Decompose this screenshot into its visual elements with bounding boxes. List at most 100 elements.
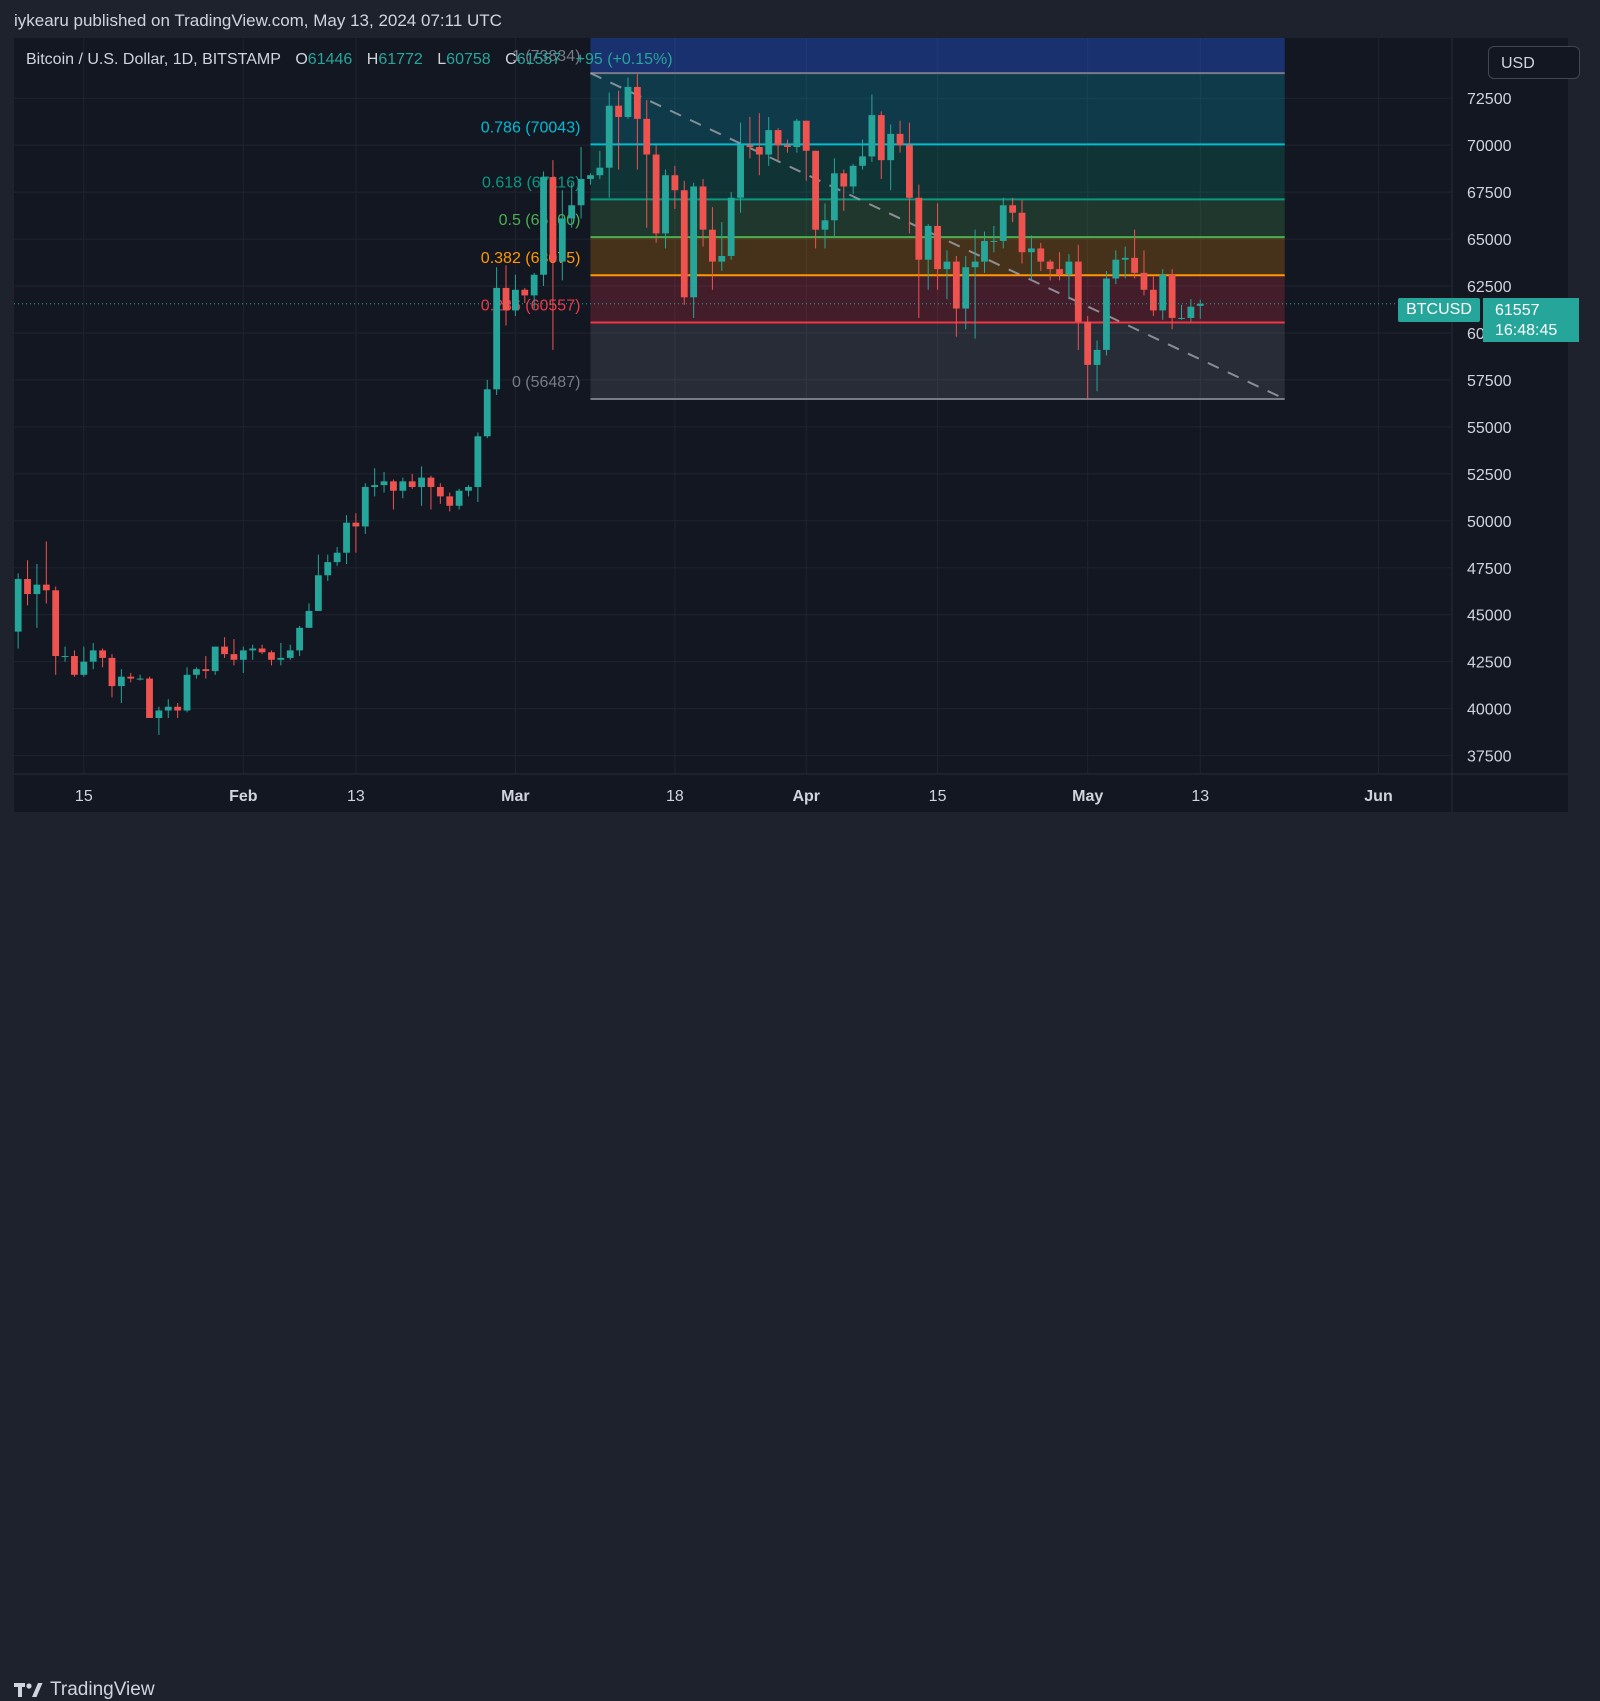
candle-body [690, 186, 698, 298]
x-tick-label: May [1072, 788, 1103, 805]
candle-body [268, 652, 275, 660]
candle-body [249, 648, 257, 651]
y-tick-label: 55000 [1467, 420, 1512, 437]
candlestick-chart[interactable]: 15 Feb 13 Mar 18 Apr 15 May 13 Jun 37500 40000 42500… [0, 0, 1600, 881]
candle-body [202, 669, 210, 672]
candle-body [446, 496, 454, 506]
candle-body [662, 175, 669, 234]
candle-body [577, 178, 585, 206]
candle-body [1065, 261, 1073, 275]
candle-body [1027, 248, 1035, 253]
tradingview-logo[interactable]: TradingView [14, 1679, 155, 1701]
candle-body [258, 648, 266, 653]
candle-body [615, 105, 622, 117]
candle-body [896, 133, 904, 146]
candle-body [211, 646, 219, 672]
candle-body [924, 225, 932, 260]
candle-body [136, 678, 144, 680]
candle-body [587, 175, 594, 179]
candle-body [709, 229, 716, 262]
candle-body [108, 657, 116, 687]
fib-level-label: 0.618 (67116) [482, 174, 580, 191]
price-axis-background [1452, 38, 1568, 812]
candle-body [915, 197, 923, 260]
candle-body [80, 661, 88, 675]
legend-low-label: L [437, 51, 447, 68]
y-tick-label: 47500 [1467, 561, 1512, 578]
candle-body [390, 481, 397, 491]
x-tick-label: 15 [929, 788, 947, 805]
x-tick-label: 13 [1191, 788, 1209, 805]
candle-body [821, 220, 829, 230]
x-tick-label: 18 [666, 788, 684, 805]
candle-body [1018, 212, 1026, 253]
fib-level-label: 0 (56487) [512, 374, 581, 391]
x-tick-label: Apr [792, 788, 820, 805]
y-tick-label: 65000 [1467, 232, 1512, 249]
time-axis-background [14, 774, 1452, 812]
candle-body [52, 590, 60, 657]
candle-body [530, 274, 538, 296]
ohlc-legend: Bitcoin / U.S. Dollar, 1D, BITSTAMP O614… [26, 51, 673, 69]
candle-body [934, 225, 941, 270]
candle-body [352, 522, 360, 527]
legend-low-value: 60758 [446, 51, 491, 68]
fib-level-label: 0.786 (70043) [481, 119, 581, 136]
candle-body [1093, 349, 1101, 365]
candle-body [117, 676, 125, 687]
candle-body [230, 654, 238, 660]
y-tick-label: 62500 [1467, 279, 1512, 296]
candle-body [277, 657, 285, 660]
candle-body [540, 177, 547, 275]
y-tick-label: 40000 [1467, 702, 1512, 719]
candle-body [680, 190, 688, 298]
fib-zone [590, 322, 1285, 399]
x-tick-label: Mar [501, 788, 529, 805]
candle-body [1159, 274, 1167, 311]
y-tick-label: 70000 [1467, 138, 1512, 155]
legend-high-value: 61772 [378, 51, 423, 68]
candle-body [408, 481, 416, 487]
candle-body [633, 86, 641, 119]
candle-body [849, 165, 857, 187]
candle-body [465, 486, 472, 491]
candle-body [1121, 257, 1129, 260]
candle-body [521, 289, 529, 296]
legend-high-label: H [366, 51, 379, 68]
candle-body [14, 579, 22, 632]
candle-body [1009, 205, 1017, 213]
candle-body [324, 562, 332, 576]
candle-body [943, 261, 951, 270]
candle-body [89, 650, 97, 662]
candle-body [699, 186, 707, 230]
candle-body [990, 240, 998, 242]
fib-level-label: 0.5 (65100) [499, 212, 581, 229]
candle-body [193, 669, 200, 675]
candle-body [774, 130, 782, 146]
fib-zone [590, 73, 1285, 145]
candle-body [1178, 317, 1185, 319]
candle-body [568, 205, 576, 219]
candle-body [314, 575, 322, 611]
candle-body [24, 579, 31, 595]
plot-background [14, 38, 1452, 774]
candle-body [183, 674, 191, 711]
candle-body [99, 650, 106, 658]
candle-body [840, 173, 848, 187]
legend-symbol[interactable]: Bitcoin / U.S. Dollar, 1D, BITSTAMP [26, 51, 281, 68]
candle-body [558, 218, 566, 262]
candle-body [239, 650, 247, 660]
currency-button[interactable]: USD [1488, 46, 1580, 79]
candle-body [1103, 278, 1110, 350]
candle-body [1168, 274, 1176, 318]
x-tick-label: Feb [229, 788, 258, 805]
candle-body [418, 477, 425, 487]
candle-body [830, 173, 838, 221]
candle-body [1149, 289, 1157, 311]
candle-body [286, 650, 294, 658]
candle-body [868, 115, 876, 157]
candle-body [1046, 261, 1054, 270]
candle-body [305, 610, 313, 628]
legend-close-value: 61557 [516, 51, 562, 68]
candle-body [746, 145, 754, 148]
